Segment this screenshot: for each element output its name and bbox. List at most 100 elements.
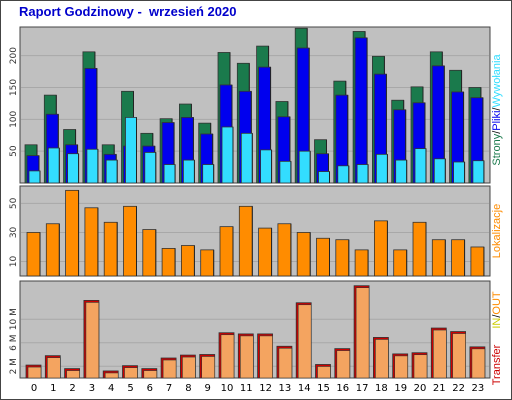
x-tick-label: 15: [317, 383, 330, 394]
bar-lokalizacje: [84, 207, 99, 277]
bar-lokalizacje: [277, 223, 292, 277]
legend-entry: Strony: [491, 133, 503, 165]
bar-wywolania: [163, 164, 176, 184]
legends: Strony/Pliki/WywołaniaLokalizacjeTransfe…: [491, 54, 503, 386]
bar-wywolania: [395, 159, 408, 184]
legend-separator: /: [491, 314, 503, 318]
bar-transfer-out: [104, 372, 119, 379]
bar-transfer-out: [259, 335, 273, 379]
bar-transfer-out: [27, 366, 42, 379]
bar-transfer-out: [66, 370, 80, 379]
bar-transfer-out: [394, 355, 409, 379]
legend-lokalizacje: Lokalizacje: [491, 204, 503, 258]
bar-lokalizacje: [470, 246, 485, 277]
bar-transfer-out: [432, 329, 447, 379]
y-tick-label: 200: [9, 47, 19, 64]
legend-in-out: IN/OUT: [491, 291, 503, 329]
page-title: Raport Godzinowy - wrzesień 2020: [19, 4, 237, 19]
y-tick-label: 50: [9, 197, 19, 209]
bar-wywolania: [356, 164, 369, 184]
bar-wywolania: [202, 164, 215, 184]
x-tick-label: 22: [452, 383, 465, 394]
bar-wywolania: [260, 149, 273, 184]
bar-wywolania: [472, 160, 485, 184]
bar-wywolania: [182, 159, 195, 184]
bar-wywolania: [221, 126, 234, 184]
bar-pliki: [354, 37, 368, 184]
bar-lokalizacje: [65, 189, 79, 277]
x-tick-label: 13: [279, 383, 292, 394]
bar-wywolania: [279, 160, 292, 184]
y-tick-label: 150: [9, 79, 19, 96]
y-tick-label: 6 M: [9, 335, 19, 351]
bar-wywolania: [318, 171, 330, 184]
x-tick-label: 5: [127, 383, 133, 394]
bar-wywolania: [47, 147, 60, 184]
x-tick-label: 7: [166, 383, 172, 394]
bar-lokalizacje: [142, 229, 157, 277]
bar-transfer-out: [452, 333, 466, 379]
bar-lokalizacje: [373, 220, 388, 277]
bar-lokalizacje: [393, 249, 408, 277]
bar-wywolania: [375, 153, 388, 184]
x-tick-label: 23: [472, 383, 485, 394]
bar-wywolania: [86, 148, 99, 184]
y-tick-label: 10: [9, 255, 19, 267]
bars: [24, 27, 486, 379]
bar-lokalizacje: [200, 249, 215, 277]
legend-entry: Lokalizacje: [491, 204, 503, 258]
x-tick-label: 19: [394, 383, 407, 394]
bar-transfer-out: [297, 304, 312, 379]
bar-wywolania: [453, 161, 466, 184]
bar-transfer-out: [220, 334, 235, 379]
x-tick-label: 1: [50, 383, 56, 394]
bar-lokalizacje: [123, 205, 137, 277]
x-tick-label: 4: [108, 383, 114, 394]
x-tick-label: 8: [185, 383, 191, 394]
legend-entry: OUT: [491, 291, 503, 315]
bar-lokalizacje: [219, 226, 234, 277]
bar-transfer-out: [471, 348, 486, 379]
x-tick-label: 11: [240, 383, 253, 394]
bar-transfer-out: [375, 339, 389, 379]
x-tick-label: 16: [336, 383, 349, 394]
bar-lokalizacje: [26, 232, 41, 277]
x-tick-label: 12: [259, 383, 272, 394]
bar-lokalizacje: [238, 205, 253, 277]
x-tick-label: 2: [69, 383, 75, 394]
bar-wywolania: [298, 150, 311, 184]
y-tick-label: 50: [9, 145, 19, 157]
bar-lokalizacje: [296, 232, 311, 277]
x-tick-label: 20: [414, 383, 427, 394]
bar-transfer-out: [46, 357, 61, 379]
legend-separator: /: [491, 107, 503, 111]
bar-lokalizacje: [451, 239, 466, 277]
bar-transfer-out: [240, 335, 254, 379]
bar-lokalizacje: [45, 223, 60, 277]
bar-wywolania: [433, 158, 446, 184]
y-tick-label: 30: [9, 226, 19, 238]
x-tick-label: 21: [433, 383, 446, 394]
bar-wywolania: [125, 117, 137, 184]
bar-transfer-out: [201, 356, 215, 379]
bar-lokalizacje: [316, 237, 330, 277]
legend-entry: Pliki: [491, 111, 503, 131]
legend-entry: Wywołania: [491, 54, 503, 108]
bar-lokalizacje: [161, 248, 176, 277]
legend-entry: Transfer: [491, 344, 503, 385]
bar-wywolania: [144, 152, 157, 184]
x-tick-label: 17: [356, 383, 369, 394]
bar-lokalizacje: [431, 239, 446, 277]
legend-entry: IN: [491, 318, 503, 329]
bar-transfer-out: [85, 302, 100, 379]
x-tick-label: 0: [31, 383, 37, 394]
bar-transfer-out: [413, 354, 428, 379]
bar-lokalizacje: [180, 245, 195, 277]
bar-transfer-out: [124, 367, 138, 379]
bar-lokalizacje: [335, 239, 350, 277]
bar-transfer-out: [355, 287, 370, 379]
bar-wywolania: [337, 165, 350, 184]
x-tick-label: 9: [205, 383, 211, 394]
